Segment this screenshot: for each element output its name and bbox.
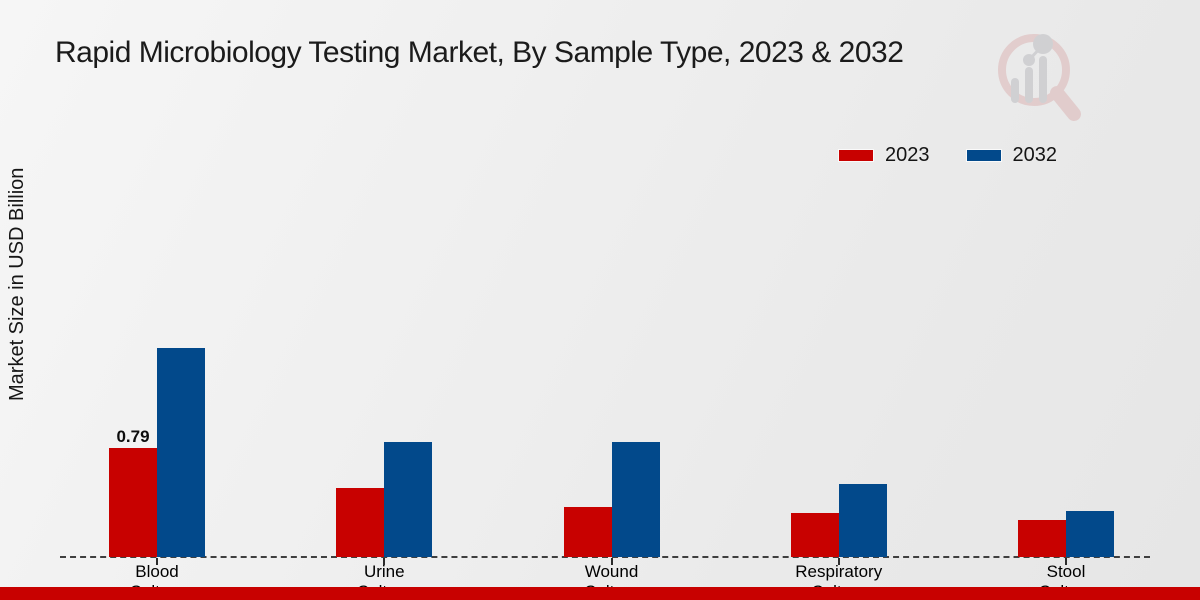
x-tick-respiratory-culture (837, 558, 840, 565)
legend-label-2023: 2023 (885, 144, 930, 166)
bar-2032-wound-culture (611, 442, 660, 557)
bar-2032-blood-culture (157, 348, 205, 557)
x-tick-urine-culture (383, 558, 386, 565)
legend-swatch-2032 (965, 149, 1002, 162)
bar-2023-blood-culture (109, 448, 157, 557)
legend-item-2023: 2023 (838, 144, 930, 167)
bar-2023-urine-culture (336, 488, 385, 557)
magnifier-bar-chart-logo-icon (998, 34, 1081, 121)
legend-item-2032: 2032 (965, 144, 1058, 167)
bar-2023-stool-culture (1018, 520, 1066, 557)
legend-swatch-2023 (838, 149, 874, 162)
x-tick-wound-culture (610, 558, 613, 565)
legend: 2023 2032 (838, 144, 1057, 167)
bar-2023-wound-culture (563, 507, 612, 557)
bar-2032-respiratory-culture (838, 484, 887, 557)
legend-label-2032: 2032 (1012, 144, 1058, 166)
chart-title: Rapid Microbiology Testing Market, By Sa… (55, 36, 904, 69)
x-tick-stool-culture (1065, 558, 1067, 565)
x-axis-baseline (60, 556, 1150, 558)
x-tick-blood-culture (156, 558, 158, 565)
bar-2032-urine-culture (384, 442, 433, 557)
bar-2032-stool-culture (1066, 511, 1114, 557)
bar-2023-respiratory-culture (790, 513, 839, 557)
bar-value-label-2023: 0.79 (116, 427, 150, 446)
bottom-red-strip (0, 587, 1200, 600)
